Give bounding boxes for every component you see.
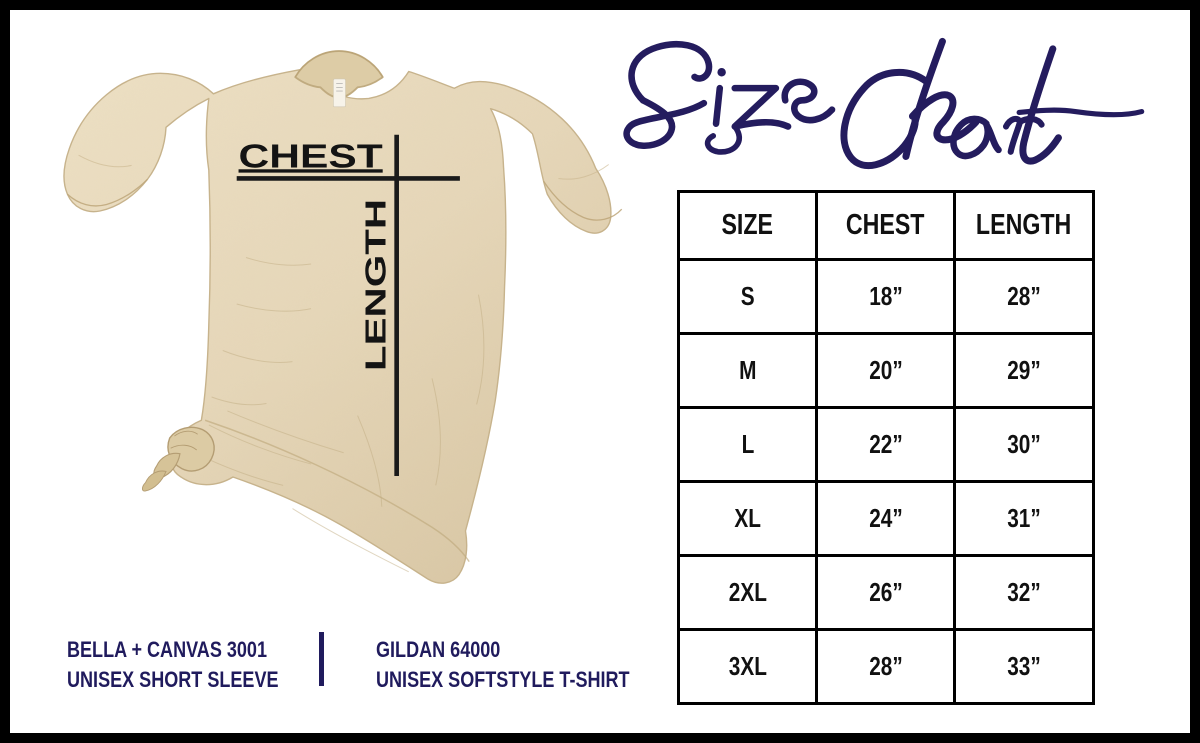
svg-text:CHEST: CHEST xyxy=(239,138,384,175)
svg-text:LENGTH: LENGTH xyxy=(361,199,393,371)
